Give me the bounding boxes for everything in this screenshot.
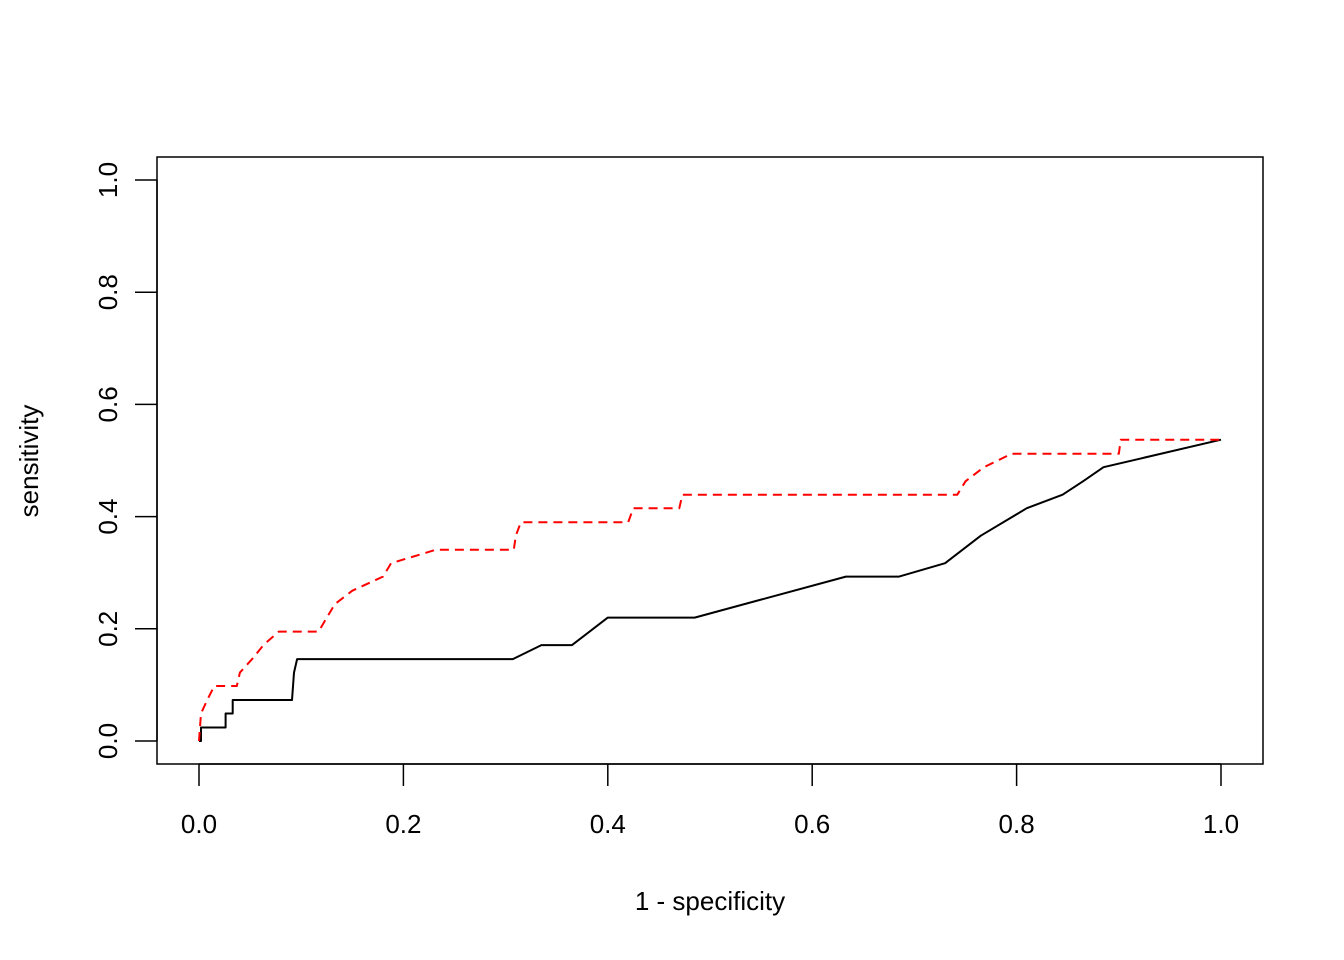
y-tick-label: 0.6 <box>93 386 123 422</box>
series-line-1 <box>199 438 1222 742</box>
x-tick-label: 0.8 <box>999 809 1035 839</box>
x-axis-label: 1 - specificity <box>635 886 785 916</box>
x-tick-label: 0.6 <box>794 809 830 839</box>
x-tick-label: 0.4 <box>590 809 626 839</box>
y-tick-label: 0.2 <box>93 611 123 647</box>
x-tick-label: 0.0 <box>181 809 217 839</box>
y-tick-label: 0.0 <box>93 723 123 759</box>
y-axis: 0.0 0.2 0.4 0.6 0.8 1.0 <box>93 162 158 759</box>
y-tick-label: 0.8 <box>93 274 123 310</box>
y-tick-label: 1.0 <box>93 162 123 198</box>
y-tick-label: 0.4 <box>93 499 123 535</box>
x-axis: 0.0 0.2 0.4 0.6 0.8 1.0 <box>181 763 1239 839</box>
x-tick-label: 0.2 <box>385 809 421 839</box>
y-axis-label: sensitivity <box>14 405 44 518</box>
series-layer <box>198 438 1222 742</box>
series-line-2 <box>198 438 1221 742</box>
x-tick-label: 1.0 <box>1203 809 1239 839</box>
